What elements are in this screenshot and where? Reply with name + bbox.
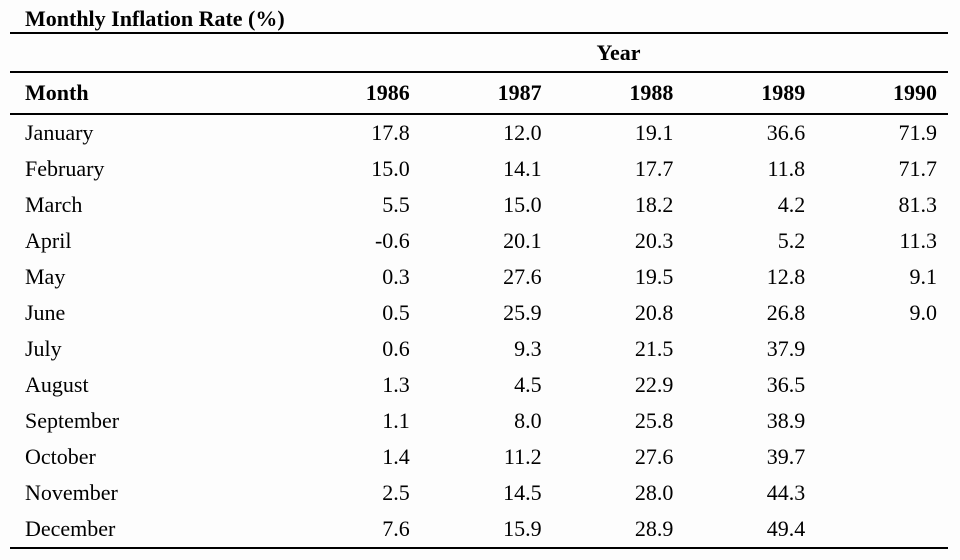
column-header-row: Month 1986 1987 1988 1989 1990 [10,72,948,115]
value-cell: 27.6 [503,264,542,289]
value-cell: 15.0 [503,192,542,217]
value-cell: 18.2 [634,192,674,217]
month-cell: March [25,192,83,217]
value-cell: 5.5 [382,192,410,217]
month-cell: December [10,511,289,549]
value-cell: 7.6 [289,511,421,549]
value-cell: 19.1 [634,120,674,145]
value-cell: 20.8 [634,300,674,325]
value-cell: 11.3 [899,228,937,253]
value-cell: 71.9 [898,120,938,145]
value-cell: 39.7 [766,444,806,469]
year-column-header-1988: 1988 [552,72,685,115]
value-cell: 0.3 [382,264,410,289]
month-cell: January [25,120,94,145]
value-cell: 36.6 [766,120,806,145]
value-cell: 4.2 [777,192,806,217]
year-group-header: Year [289,34,948,73]
value-cell: 28.0 [634,480,674,505]
month-cell: November [25,480,118,505]
value-cell: 1.1 [382,408,410,433]
inflation-table: Year Month 1986 1987 1988 1989 1990 Janu… [10,34,948,549]
value-cell: 20.1 [503,228,542,253]
value-cell: 9.3 [514,336,542,361]
year-column-header-1987: 1987 [420,72,553,115]
table-row: November 2.5 14.5 28.0 44.3 [10,475,948,511]
value-cell [816,367,948,403]
month-cell: July [25,336,62,361]
value-cell: 5.2 [777,228,806,253]
table-title: Monthly Inflation Rate (%) [10,0,948,34]
table-row: December 7.6 15.9 28.9 49.4 [10,511,948,549]
value-cell: 0.6 [382,336,410,361]
value-cell: 2.5 [382,480,410,505]
month-cell: August [25,372,89,397]
month-cell: October [25,444,96,469]
value-cell: 8.0 [514,408,542,433]
table-row: August 1.3 4.5 22.9 36.5 [10,367,948,403]
value-cell [816,475,948,511]
value-cell: 11.2 [503,444,542,469]
table-row: May 0.3 27.6 19.5 12.8 9.1 [10,259,948,295]
value-cell: 9.0 [909,300,938,325]
year-column-header-1990: 1990 [816,72,948,115]
month-cell: June [25,300,66,325]
value-cell: 17.8 [371,120,410,145]
month-cell: May [25,264,66,289]
value-cell: 21.5 [634,336,674,361]
month-column-header: Month [10,72,289,115]
value-cell: 38.9 [766,408,806,433]
value-cell: 17.7 [634,156,674,181]
value-cell: 81.3 [898,192,938,217]
value-cell: 49.4 [684,511,817,549]
table-row: October 1.4 11.2 27.6 39.7 [10,439,948,475]
table-body: January 17.8 12.0 19.1 36.6 71.9 February 15.0 1… [10,114,948,549]
value-cell: -0.6 [374,228,410,253]
value-cell: 14.1 [503,156,542,181]
value-cell: 0.5 [382,300,410,325]
value-cell: 15.0 [371,156,410,181]
value-cell [816,403,948,439]
value-cell: 1.4 [382,444,410,469]
year-column-header-1986: 1986 [289,72,421,115]
value-cell: 1.3 [382,372,410,397]
value-cell: 44.3 [766,480,806,505]
table-row: January 17.8 12.0 19.1 36.6 71.9 [10,114,948,151]
value-cell [816,331,948,367]
month-cell: April [25,228,72,253]
table-row: June 0.5 25.9 20.8 26.8 9.0 [10,295,948,331]
table-row: April -0.6 20.1 20.3 5.2 11.3 [10,223,948,259]
value-cell: 20.3 [634,228,674,253]
value-cell: 4.5 [514,372,542,397]
table-row: September 1.1 8.0 25.8 38.9 [10,403,948,439]
value-cell: 27.6 [634,444,674,469]
value-cell: 15.9 [420,511,553,549]
value-cell: 25.9 [503,300,542,325]
year-group-spacer [10,34,289,73]
table-row: March 5.5 15.0 18.2 4.2 81.3 [10,187,948,223]
year-group-row: Year [10,34,948,73]
value-cell: 22.9 [634,372,674,397]
value-cell: 26.8 [766,300,806,325]
year-column-header-1989: 1989 [684,72,817,115]
value-cell: 12.8 [766,264,806,289]
value-cell: 19.5 [634,264,674,289]
value-cell: 71.7 [898,156,938,181]
value-cell: 25.8 [634,408,674,433]
table-row: February 15.0 14.1 17.7 11.8 71.7 [10,151,948,187]
value-cell: 37.9 [766,336,806,361]
value-cell [816,439,948,475]
value-cell: 11.8 [767,156,806,181]
value-cell: 28.9 [552,511,685,549]
value-cell: 36.5 [766,372,806,397]
table-row: July 0.6 9.3 21.5 37.9 [10,331,948,367]
month-cell: September [25,408,120,433]
value-cell [816,511,948,549]
value-cell: 9.1 [909,264,938,289]
value-cell: 12.0 [503,120,542,145]
month-cell: February [25,156,105,181]
value-cell: 14.5 [503,480,542,505]
table-header: Year Month 1986 1987 1988 1989 1990 [10,34,948,115]
